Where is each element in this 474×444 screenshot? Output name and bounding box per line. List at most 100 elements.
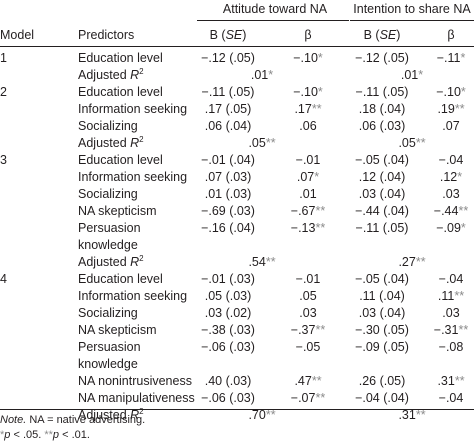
attitude-beta-cell: .01 — [299, 187, 317, 201]
attitude-beta-cell: .07* — [296, 170, 320, 184]
predictor-label: Education level — [78, 51, 163, 65]
table-note: Note. NA = native advertising. — [0, 414, 146, 426]
attitude-adjusted-r2-value: .70** — [248, 408, 276, 422]
attitude-beta-cell: −.67** — [290, 204, 326, 218]
intention-beta-cell: −.10* — [436, 85, 466, 99]
attitude-beta-cell: −.37** — [290, 323, 326, 337]
column-header-predictors: Predictors — [78, 28, 135, 42]
column-header-model: Model — [0, 28, 35, 42]
intention-beta-cell: .03 — [442, 306, 460, 320]
adjusted-r2-label: Adjusted R2 — [78, 66, 144, 82]
intention-b-cell: −.11 (.05) — [355, 221, 409, 235]
model-number: 1 — [0, 51, 7, 65]
attitude-beta-cell: .17** — [294, 102, 322, 116]
intention-b-cell: .26 (.05) — [358, 374, 406, 388]
adjusted-r2-label: Adjusted R2 — [78, 253, 144, 269]
predictor-label: Socializing — [78, 119, 138, 133]
attitude-beta-cell: −.07** — [290, 391, 326, 405]
predictor-label: Education level — [78, 85, 163, 99]
intention-b-cell: −.12 (.05) — [355, 51, 409, 65]
attitude-b-cell: −.06 (.03) — [201, 340, 255, 354]
attitude-beta-cell: −.10* — [293, 85, 323, 99]
group-header-attitude: Attitude toward NA — [222, 2, 328, 16]
attitude-b-cell: .17 (.05) — [204, 102, 252, 116]
predictor-label: NA manipulativeness — [78, 391, 195, 405]
header-rule — [0, 46, 474, 47]
attitude-b-cell: −.06 (.03) — [201, 391, 255, 405]
intention-beta-cell: −.09* — [436, 221, 466, 235]
attitude-adjusted-r2-value: .54** — [248, 255, 276, 269]
attitude-beta-cell: −.05 — [295, 340, 321, 354]
intention-b-cell: .03 (.04) — [358, 306, 406, 320]
predictor-label: Persuasion — [78, 340, 141, 354]
predictor-label: NA skepticism — [78, 323, 157, 337]
attitude-b-cell: .40 (.03) — [204, 374, 252, 388]
intention-beta-cell: −.44** — [433, 204, 469, 218]
predictor-label: Education level — [78, 153, 163, 167]
predictor-label: knowledge — [78, 238, 138, 252]
attitude-b-cell: −.38 (.03) — [201, 323, 255, 337]
attitude-b-cell: −.01 (.03) — [201, 272, 255, 286]
model-number: 2 — [0, 85, 7, 99]
attitude-b-cell: .01 (.03) — [204, 187, 252, 201]
intention-b-cell: .06 (.03) — [358, 119, 406, 133]
attitude-beta-cell: −.01 — [295, 153, 321, 167]
intention-beta-cell: −.11* — [436, 51, 466, 65]
intention-beta-cell: −.04 — [438, 153, 464, 167]
intention-b-cell: .12 (.04) — [358, 170, 406, 184]
intention-adjusted-r2-value: .31** — [398, 408, 426, 422]
attitude-beta-cell: −.13** — [290, 221, 326, 235]
model-number: 3 — [0, 153, 7, 167]
significance-note: *p < .05. **p < .01. — [0, 429, 90, 441]
intention-b-cell: −.04 (.04) — [355, 391, 409, 405]
attitude-b-cell: .06 (.04) — [204, 119, 252, 133]
intention-beta-cell: .11** — [437, 289, 465, 303]
intention-beta-cell: .12* — [439, 170, 463, 184]
model-number: 4 — [0, 272, 7, 286]
column-header-intention-beta: β — [447, 28, 455, 42]
intention-beta-cell: .07 — [442, 119, 460, 133]
intention-b-cell: .18 (.04) — [358, 102, 406, 116]
attitude-b-cell: −.16 (.04) — [201, 221, 255, 235]
intention-b-cell: −.11 (.05) — [355, 85, 409, 99]
attitude-beta-cell: .47** — [294, 374, 322, 388]
bottom-rule — [0, 409, 474, 410]
attitude-b-cell: −.12 (.05) — [201, 51, 255, 65]
intention-adjusted-r2-value: .01* — [400, 68, 424, 82]
group-underline-intention — [350, 20, 474, 21]
attitude-adjusted-r2-value: .01* — [250, 68, 274, 82]
intention-beta-cell: −.31** — [433, 323, 469, 337]
predictor-label: Education level — [78, 272, 163, 286]
intention-b-cell: .03 (.04) — [358, 187, 406, 201]
predictor-label: NA skepticism — [78, 204, 157, 218]
predictor-label: NA nonintrusiveness — [78, 374, 192, 388]
intention-b-cell: −.09 (.05) — [355, 340, 409, 354]
attitude-beta-cell: −.10* — [293, 51, 323, 65]
attitude-b-cell: .07 (.03) — [204, 170, 252, 184]
intention-beta-cell: −.04 — [438, 272, 464, 286]
predictor-label: Socializing — [78, 187, 138, 201]
predictor-label: Persuasion — [78, 221, 141, 235]
intention-beta-cell: .31** — [437, 374, 465, 388]
attitude-b-cell: .05 (.03) — [204, 289, 252, 303]
intention-b-cell: −.44 (.04) — [355, 204, 409, 218]
adjusted-r2-label: Adjusted R2 — [78, 406, 144, 422]
intention-b-cell: −.30 (.05) — [355, 323, 409, 337]
intention-adjusted-r2-value: .05** — [398, 136, 426, 150]
adjusted-r2-label: Adjusted R2 — [78, 134, 144, 150]
intention-b-cell: −.05 (.04) — [355, 272, 409, 286]
intention-beta-cell: −.08 — [438, 340, 464, 354]
attitude-b-cell: −.11 (.05) — [201, 85, 255, 99]
attitude-adjusted-r2-value: .05** — [248, 136, 276, 150]
column-header-attitude-beta: β — [304, 28, 312, 42]
attitude-beta-cell: .05 — [299, 289, 317, 303]
attitude-b-cell: −.01 (.04) — [201, 153, 255, 167]
predictor-label: Information seeking — [78, 289, 188, 303]
predictor-label: Information seeking — [78, 170, 188, 184]
group-header-intention: Intention to share NA — [353, 2, 471, 16]
attitude-b-cell: −.69 (.03) — [201, 204, 255, 218]
attitude-beta-cell: −.01 — [295, 272, 321, 286]
intention-adjusted-r2-value: .27** — [398, 255, 426, 269]
column-header-attitude-b: B (SE) — [209, 28, 247, 42]
